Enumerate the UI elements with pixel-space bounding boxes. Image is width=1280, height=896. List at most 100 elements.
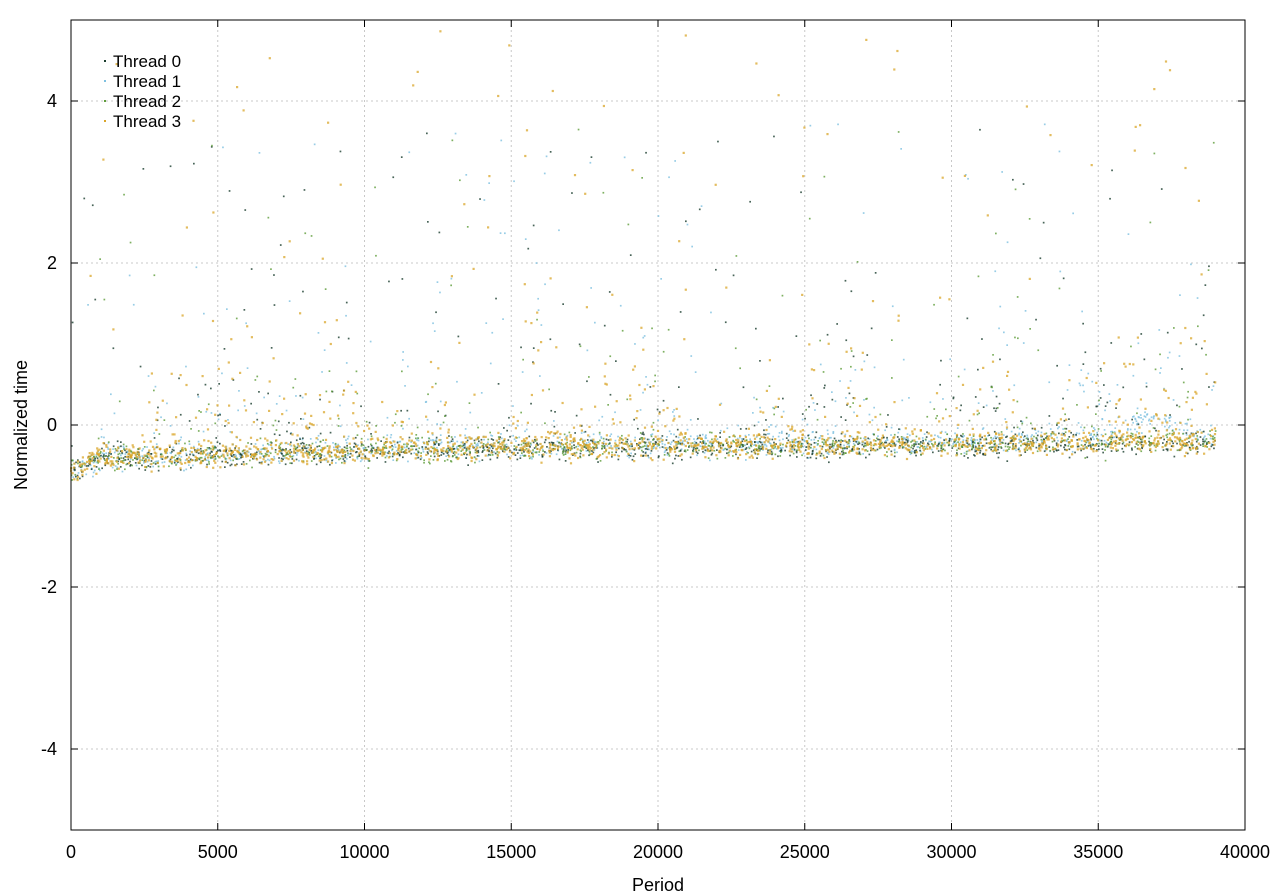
data-point [290, 451, 293, 453]
data-point [650, 445, 653, 448]
data-point [1057, 439, 1059, 442]
data-point [551, 442, 554, 444]
data-point [161, 461, 164, 464]
data-point [1156, 444, 1159, 447]
data-point [791, 425, 794, 428]
data-point [771, 457, 774, 460]
data-point [742, 438, 745, 440]
data-point [329, 463, 331, 466]
data-point [550, 452, 553, 455]
data-point [206, 456, 210, 459]
data-point [1033, 435, 1035, 438]
data-point [255, 446, 258, 449]
data-point [92, 461, 95, 464]
data-point [865, 398, 867, 400]
data-point [852, 355, 855, 358]
data-point [589, 161, 592, 164]
data-point [200, 411, 202, 413]
data-point [688, 438, 691, 441]
data-point [508, 416, 510, 419]
data-point [112, 448, 114, 450]
data-point [158, 447, 161, 450]
data-point [703, 442, 706, 444]
data-point [154, 461, 157, 463]
data-point [470, 459, 473, 463]
data-point [1017, 337, 1019, 340]
data-point [840, 446, 843, 449]
data-point [1080, 369, 1083, 371]
data-point [214, 461, 217, 464]
data-point [672, 419, 675, 422]
data-point [1120, 436, 1123, 439]
data-point [827, 433, 829, 435]
data-point [906, 439, 909, 442]
data-point [304, 451, 306, 454]
data-point [364, 446, 367, 449]
data-point [597, 441, 600, 443]
data-point [795, 451, 798, 454]
data-point [1056, 422, 1059, 425]
data-point [1211, 438, 1214, 440]
data-point [339, 457, 342, 460]
data-point [1048, 446, 1051, 448]
data-point [1136, 430, 1138, 433]
data-point [615, 443, 617, 446]
data-point [1047, 438, 1050, 441]
data-point [1022, 183, 1025, 185]
data-point [850, 365, 852, 368]
data-point [844, 439, 847, 442]
data-point [1207, 433, 1210, 436]
data-point [1205, 353, 1207, 356]
data-point [1025, 105, 1028, 108]
data-point [1115, 436, 1118, 439]
data-point [1096, 405, 1098, 408]
data-point [757, 452, 760, 455]
data-point [256, 375, 259, 378]
data-point [1199, 428, 1202, 431]
data-point [779, 444, 782, 446]
data-point [832, 431, 835, 433]
data-point [456, 380, 458, 383]
data-point [1111, 431, 1114, 434]
data-point [836, 323, 838, 325]
data-point [269, 452, 272, 455]
data-point [342, 393, 345, 396]
data-point [650, 447, 653, 450]
data-point [608, 291, 611, 293]
data-point [283, 457, 286, 459]
data-point [842, 447, 845, 449]
data-point [763, 436, 766, 439]
data-point [283, 449, 286, 452]
data-point [983, 444, 986, 447]
data-point [1195, 343, 1198, 346]
data-point [755, 436, 758, 438]
data-point [744, 444, 747, 447]
data-point [684, 450, 687, 453]
data-point [204, 383, 207, 386]
data-point [104, 462, 107, 465]
data-point [460, 441, 463, 444]
data-point [818, 452, 821, 455]
data-point [333, 454, 337, 457]
data-point [1166, 441, 1168, 443]
data-point [897, 131, 900, 133]
data-point [228, 457, 231, 460]
data-point [845, 397, 847, 399]
data-point [675, 454, 677, 457]
data-point [849, 380, 852, 382]
data-point [546, 446, 548, 448]
data-point [921, 452, 924, 455]
data-point [877, 438, 879, 441]
data-point [423, 441, 426, 444]
data-point [630, 445, 632, 448]
data-point [718, 442, 721, 446]
data-point [643, 433, 645, 436]
data-point [1164, 389, 1167, 392]
data-point [1076, 448, 1079, 451]
data-point [377, 439, 380, 442]
data-point [710, 311, 712, 314]
data-point [1029, 328, 1031, 330]
data-point [1002, 449, 1005, 452]
data-point [811, 431, 814, 434]
data-point [470, 442, 473, 445]
